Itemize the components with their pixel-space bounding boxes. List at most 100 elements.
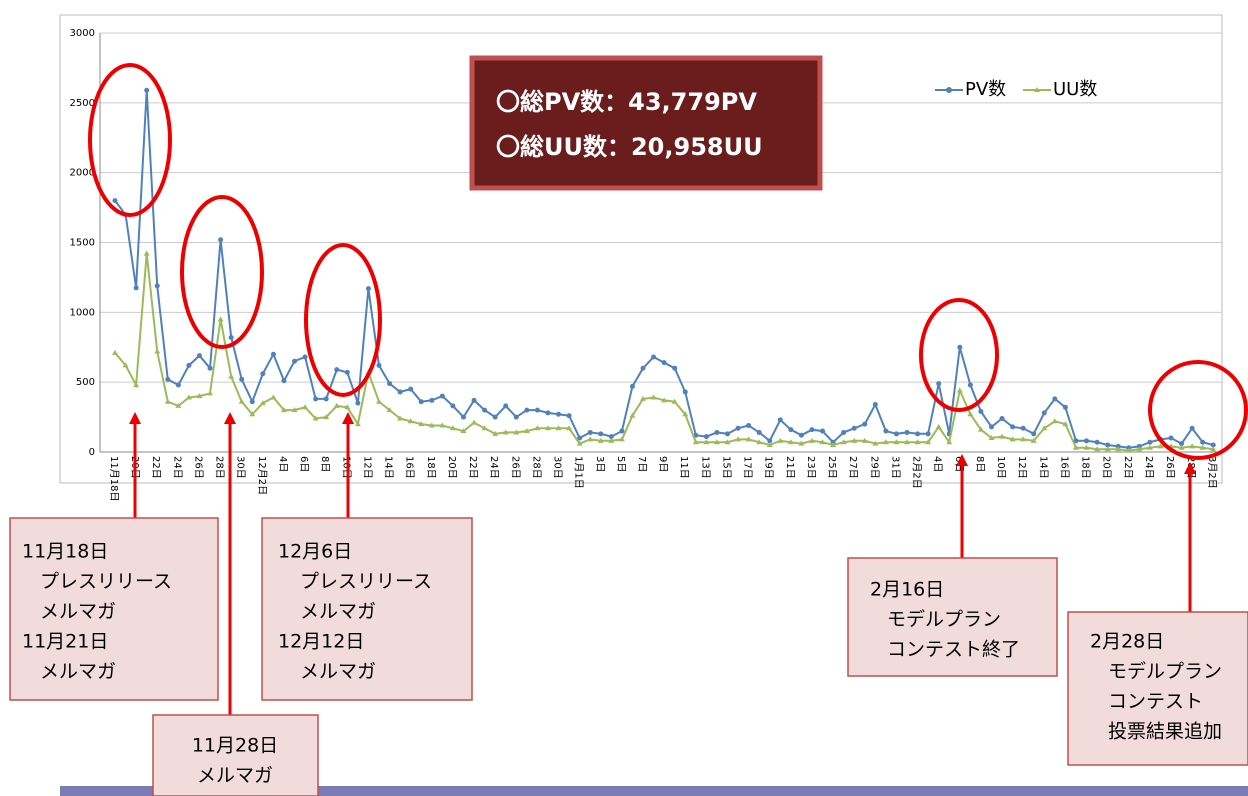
point	[207, 390, 214, 396]
point	[513, 414, 519, 420]
point	[524, 407, 530, 413]
callout-text: プレスリリース	[300, 571, 432, 593]
point	[629, 412, 636, 418]
point	[439, 393, 445, 399]
point	[956, 387, 963, 393]
point	[703, 439, 710, 445]
x-tick-label: 22日	[467, 456, 478, 479]
point	[1094, 439, 1100, 445]
point	[608, 434, 614, 440]
point	[186, 362, 192, 368]
x-tick-label: 4日	[277, 456, 288, 472]
point	[154, 283, 160, 289]
point	[164, 398, 171, 404]
point	[587, 429, 593, 435]
point	[977, 426, 984, 432]
x-tick-label: 29日	[868, 456, 879, 479]
point	[629, 383, 635, 389]
point	[777, 417, 783, 423]
point	[1179, 441, 1185, 447]
point	[228, 373, 235, 379]
x-tick-label: 11月18日	[108, 456, 120, 501]
point	[249, 411, 256, 417]
point	[893, 439, 900, 445]
point	[587, 436, 594, 442]
callout-text: 投票結果追加	[1108, 721, 1222, 743]
point	[502, 429, 509, 435]
callout-text: メルマガ	[300, 601, 376, 623]
x-tick-label: 26日	[1164, 456, 1175, 479]
point	[1168, 435, 1174, 441]
x-tick-label: 10日	[995, 456, 1006, 479]
point	[292, 358, 298, 364]
point	[808, 437, 815, 443]
x-tick-label: 21日	[784, 456, 795, 479]
point	[820, 428, 826, 434]
point	[323, 396, 329, 402]
callout-text: モデルプラン	[1108, 661, 1222, 683]
callout-text: メルマガ	[40, 661, 116, 683]
point	[661, 360, 667, 366]
point	[376, 398, 382, 404]
point	[217, 316, 224, 322]
point	[714, 429, 720, 435]
point	[523, 428, 530, 434]
x-tick-label: 10日	[340, 456, 351, 479]
point	[556, 411, 562, 417]
callout-text: メルマガ	[300, 661, 376, 683]
point	[661, 397, 668, 403]
point	[302, 404, 309, 410]
point	[270, 351, 276, 357]
point	[133, 381, 140, 387]
point	[914, 439, 921, 445]
point	[735, 425, 741, 431]
x-tick-label: 26日	[509, 456, 520, 479]
point	[967, 411, 974, 417]
x-tick-label: 31日	[889, 456, 900, 479]
point	[883, 428, 889, 434]
point	[872, 402, 878, 408]
point	[999, 415, 1005, 421]
point	[429, 397, 435, 403]
point	[1178, 444, 1185, 450]
callout-box	[9, 517, 219, 701]
point	[1072, 444, 1079, 450]
legend-label: PV数	[965, 79, 1006, 100]
x-tick-label: 8日	[319, 456, 330, 472]
point	[598, 431, 604, 437]
x-tick-label: 28日	[530, 456, 541, 479]
point	[249, 399, 255, 405]
point	[618, 436, 625, 442]
point	[355, 400, 361, 406]
x-tick-label: 14日	[383, 456, 394, 479]
point	[597, 437, 604, 443]
point	[872, 440, 879, 446]
point	[112, 349, 118, 355]
x-tick-label: 12月2日	[256, 456, 268, 495]
x-tick-label: 26日	[192, 456, 203, 479]
callout-text: メルマガ	[40, 601, 116, 623]
point	[766, 442, 773, 448]
point	[1030, 437, 1037, 443]
y-tick-label: 2000	[70, 168, 95, 179]
point	[936, 381, 942, 387]
highlight-ellipse	[180, 195, 264, 349]
point	[830, 442, 837, 448]
x-tick-label: 30日	[552, 456, 563, 479]
point	[946, 439, 953, 445]
point	[313, 396, 319, 402]
callout-text: 11月28日	[192, 735, 278, 757]
point	[650, 394, 657, 400]
point	[460, 414, 466, 420]
x-tick-label: 24日	[488, 456, 499, 479]
point	[682, 389, 688, 395]
point	[1210, 446, 1217, 452]
point	[133, 285, 139, 291]
point	[207, 365, 213, 371]
point	[513, 429, 520, 435]
point	[672, 365, 678, 371]
point	[925, 431, 931, 437]
point	[1115, 446, 1122, 452]
summary-box	[469, 55, 823, 191]
bottom-bar	[60, 786, 1248, 796]
